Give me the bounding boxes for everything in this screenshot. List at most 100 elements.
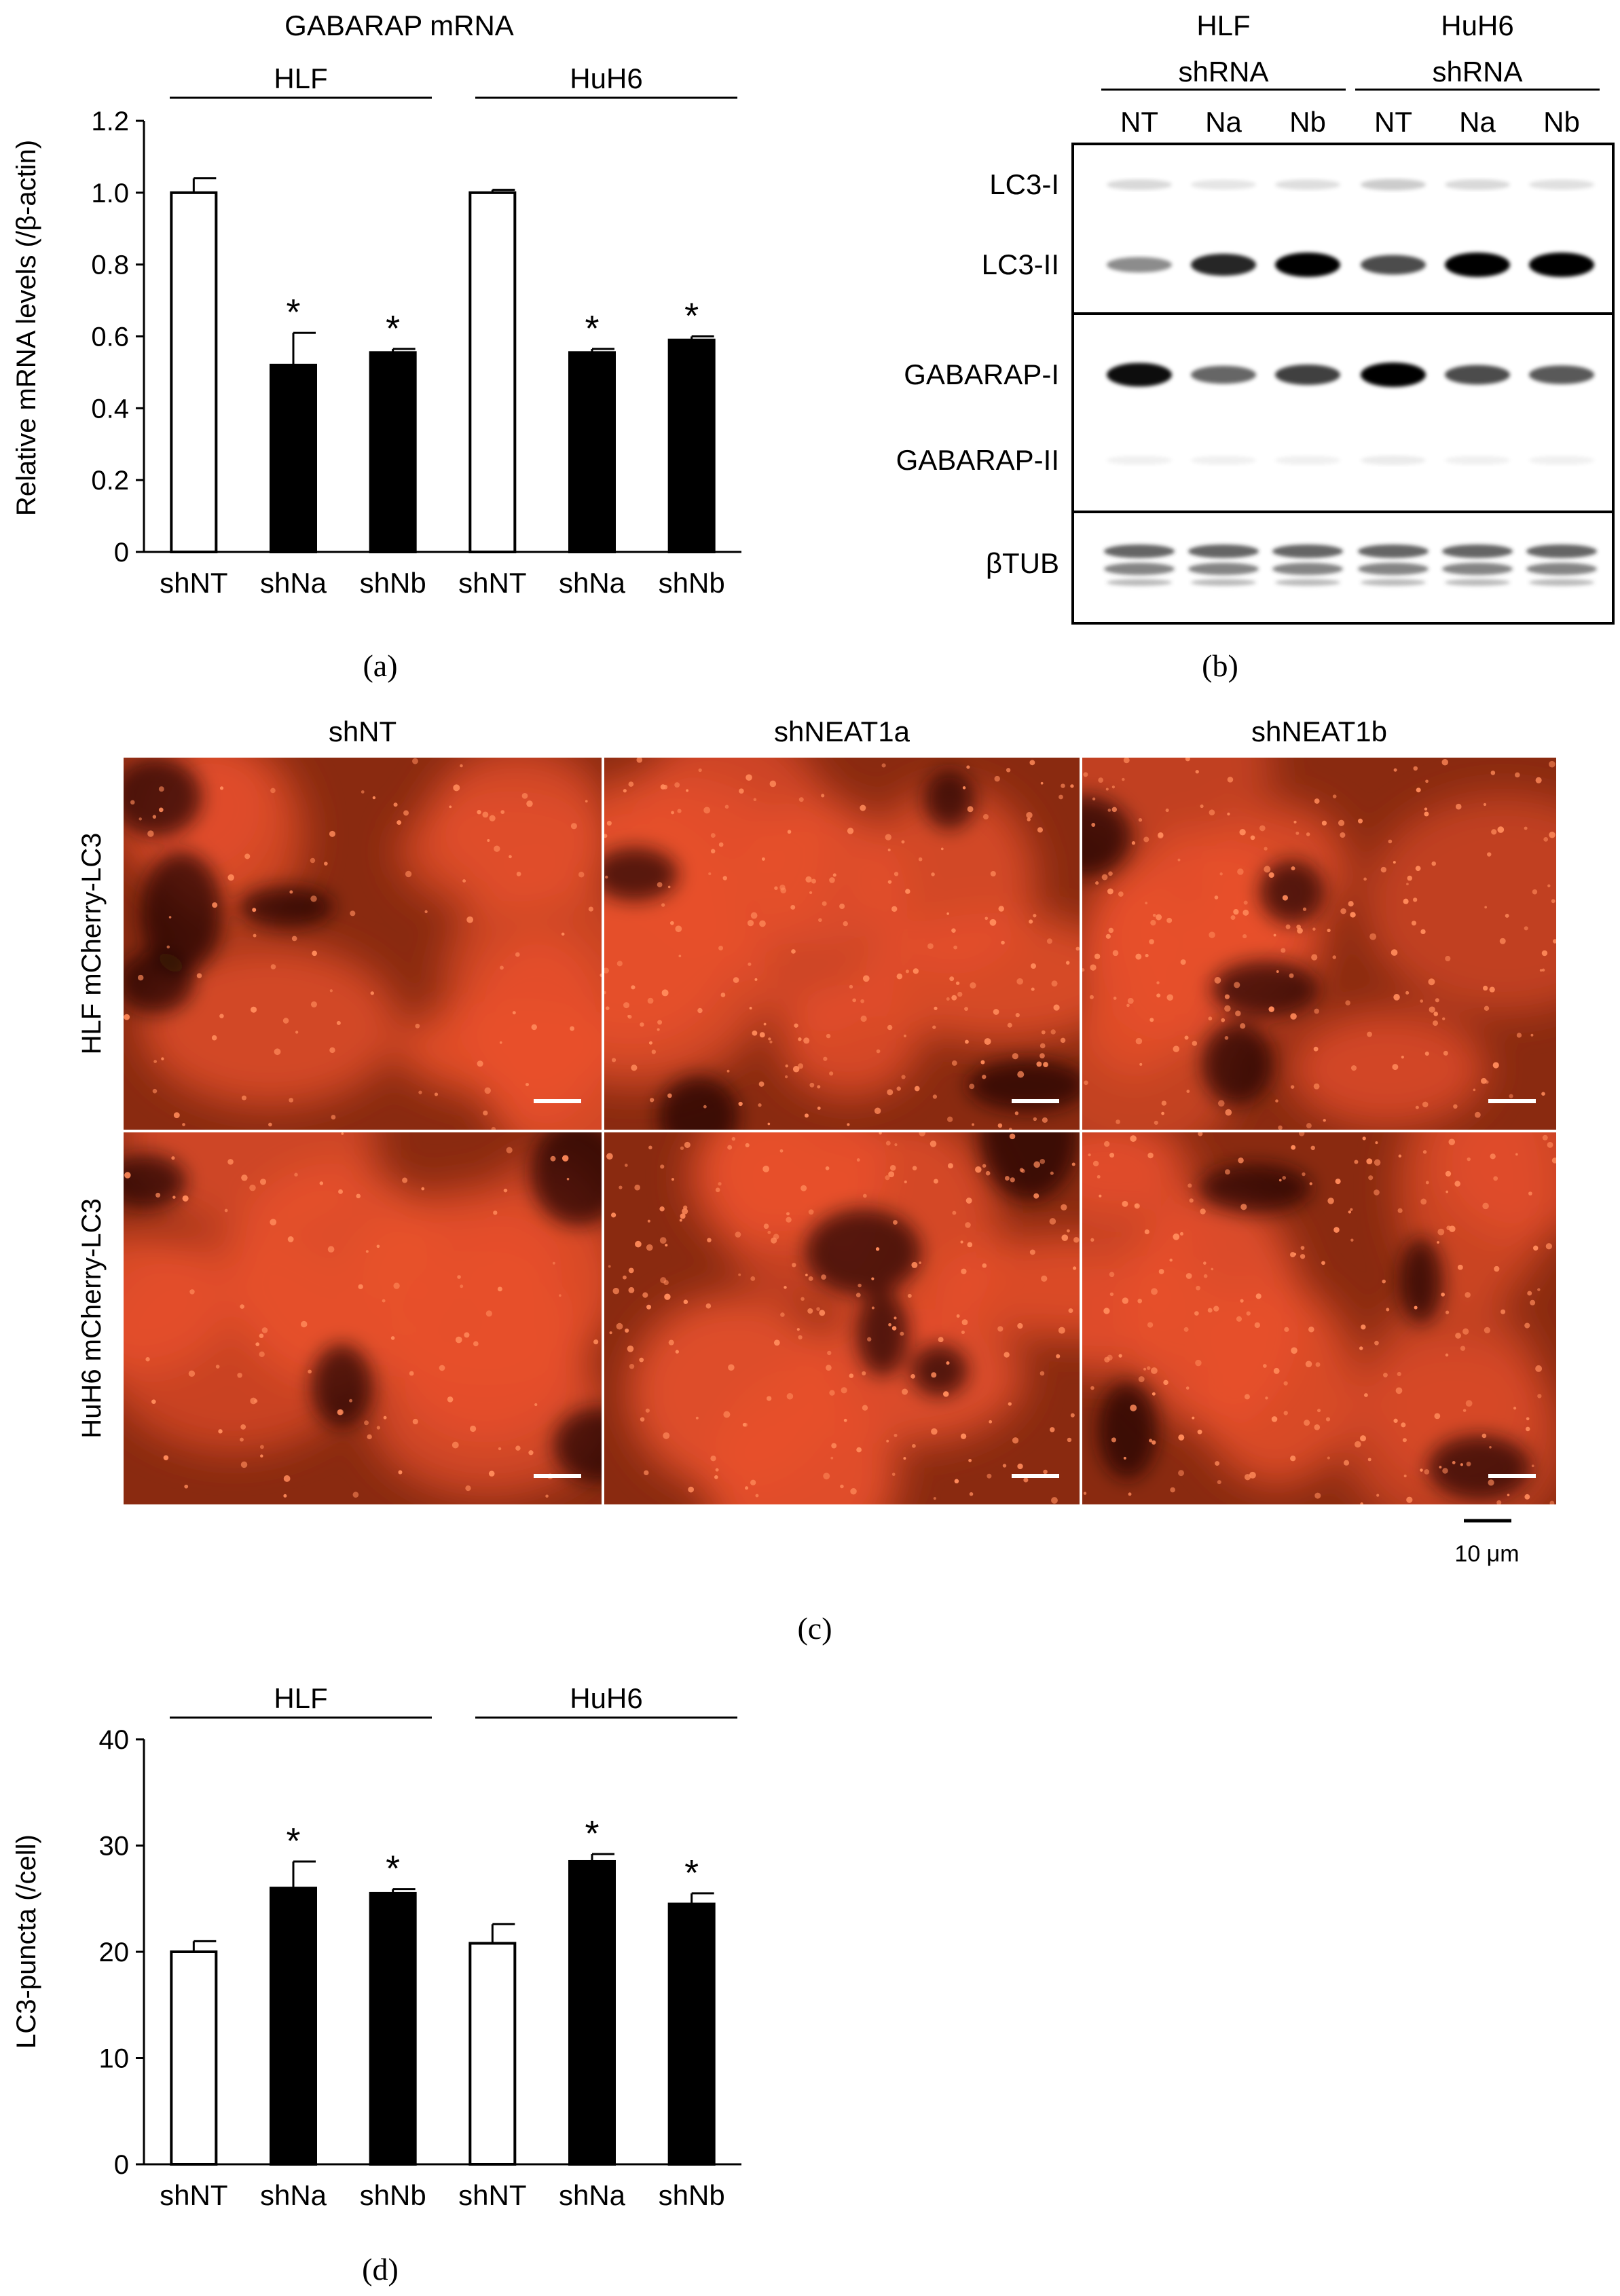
bar-shna [568,351,616,553]
y-axis-label: LC3-puncta (/cell) [12,1834,41,2049]
x-tick-label: shNT [160,567,227,599]
bar-shnt [468,1942,517,2166]
microscopy-row-labels: HLF mCherry-LC3 HuH6 mCherry-LC3 [77,833,107,1439]
blot-band [1107,363,1172,387]
blot-lane-label: Na [1205,106,1242,138]
blot-band [1191,179,1256,190]
y-tick-label: 30 [99,1832,130,1862]
blot-band [1361,363,1426,387]
panel-d-chart: HLF HuH6 LC3-puncta (/cell) 0 10 20 30 40 sh… [12,1682,741,2211]
micrograph [124,1132,602,1504]
bar-shnb [667,338,716,553]
blot-band [1445,253,1510,277]
bar-shnb [369,351,417,553]
blot-row-label: LC3-I [989,168,1059,200]
x-tick-label: shNb [659,567,725,599]
panel-label-d: (d) [362,2252,399,2286]
bars: shNT * shNa * shNb shNT * shNa * shNb [160,1813,725,2211]
y-tick-label: 10 [99,2044,130,2074]
blot-band [1529,179,1594,190]
blot-header: HLF shRNA NT Na Nb HuH6 shRNA NT Na Nb [1101,10,1600,138]
column-header: shNEAT1b [1251,716,1387,747]
blot-rows: LC3-I LC3-II GABARAP-I GABARAP-II βTUB [896,143,1615,625]
y-tick-label: 0 [114,538,129,568]
blot-row-label: GABARAP-I [904,358,1059,390]
panel-label-a: (a) [363,648,397,683]
x-tick-label: shNa [559,567,626,599]
blot-band [1275,179,1340,190]
blot-band [1529,456,1594,465]
blot-lane-label: Nb [1289,106,1326,138]
blot-row-label: LC3-II [982,248,1059,280]
blot-band [1529,365,1594,384]
significance-marker: * [386,308,400,349]
microscopy-column-headers: shNT shNEAT1a shNEAT1b [329,716,1387,747]
panel-c-microscopy: shNT shNEAT1a shNEAT1b HLF mCherry-LC3 HuH6… [77,716,1556,1567]
y-tick-label: 20 [99,1938,130,1967]
blot-band [1442,544,1513,586]
column-header: shNEAT1a [774,716,910,747]
x-tick-label: shNb [360,2179,426,2211]
row-label: HLF mCherry-LC3 [77,833,107,1055]
blot-band [1358,544,1429,586]
bar-shnt [170,1950,218,2166]
y-tick-label: 0.8 [91,251,129,280]
blot-band [1275,253,1340,277]
panel-label-b: (b) [1202,648,1238,683]
blot-band [1191,253,1256,276]
bars: shNT * shNa * shNb shNT * shNa * shNb [160,177,725,599]
group-label-hlf: HLF [274,1682,327,1714]
significance-marker: * [585,308,599,349]
blot-row-label: GABARAP-II [896,444,1059,476]
y-tick-label: 0.6 [91,322,129,352]
blot-lane-label: Nb [1543,106,1580,138]
y-tick-label: 0 [114,2150,129,2180]
blot-band [1104,544,1175,586]
micrograph [604,1132,1080,1504]
blot-band [1191,456,1256,465]
blot-band [1361,179,1426,191]
axes: 0 0.2 0.4 0.6 0.8 1.0 1.2 [91,107,741,568]
microscopy-images [124,758,1556,1504]
x-tick-label: shNT [458,567,526,599]
blot-group-name: HuH6 [1441,10,1513,41]
x-tick-label: shNa [260,2179,327,2211]
blot-band [1445,179,1510,190]
x-tick-label: shNb [659,2179,725,2211]
micrograph [604,758,1080,1130]
group-label-hlf: HLF [274,62,327,94]
panel-label-c: (c) [797,1611,832,1646]
micrograph [1082,758,1556,1130]
column-header: shNT [329,716,397,747]
y-tick-label: 1.2 [91,107,129,136]
x-tick-label: shNb [360,567,426,599]
bar-shna [270,1887,317,2166]
micrograph [124,758,602,1130]
blot-band [1188,544,1259,586]
group-label-huh6: HuH6 [570,62,642,94]
blot-band [1275,456,1340,465]
y-tick-label: 40 [99,1725,130,1755]
x-tick-label: shNT [160,2179,227,2211]
significance-marker: * [684,296,699,337]
group-label-huh6: HuH6 [570,1682,642,1714]
blot-band [1445,456,1510,465]
panel-a-chart: GABARAP mRNA HLF HuH6 Relative mRNA leve… [12,10,741,599]
axes: 0 10 20 30 40 [99,1725,741,2180]
blot-group-sub: shRNA [1432,56,1522,88]
y-tick-label: 0.2 [91,466,129,496]
blot-band [1361,255,1426,275]
bar-shnt [170,191,218,554]
blot-row-label: βTUB [986,547,1059,579]
micrograph [1082,1132,1556,1504]
blot-lane-label: NT [1120,106,1158,138]
blot-group-name: HLF [1196,10,1250,41]
y-tick-label: 0.4 [91,394,129,424]
x-tick-label: shNT [458,2179,526,2211]
blot-lane-label: Na [1459,106,1496,138]
blot-band [1107,456,1172,465]
blot-band [1445,365,1510,385]
significance-marker: * [286,292,300,333]
bar-shnb [369,1891,417,2166]
